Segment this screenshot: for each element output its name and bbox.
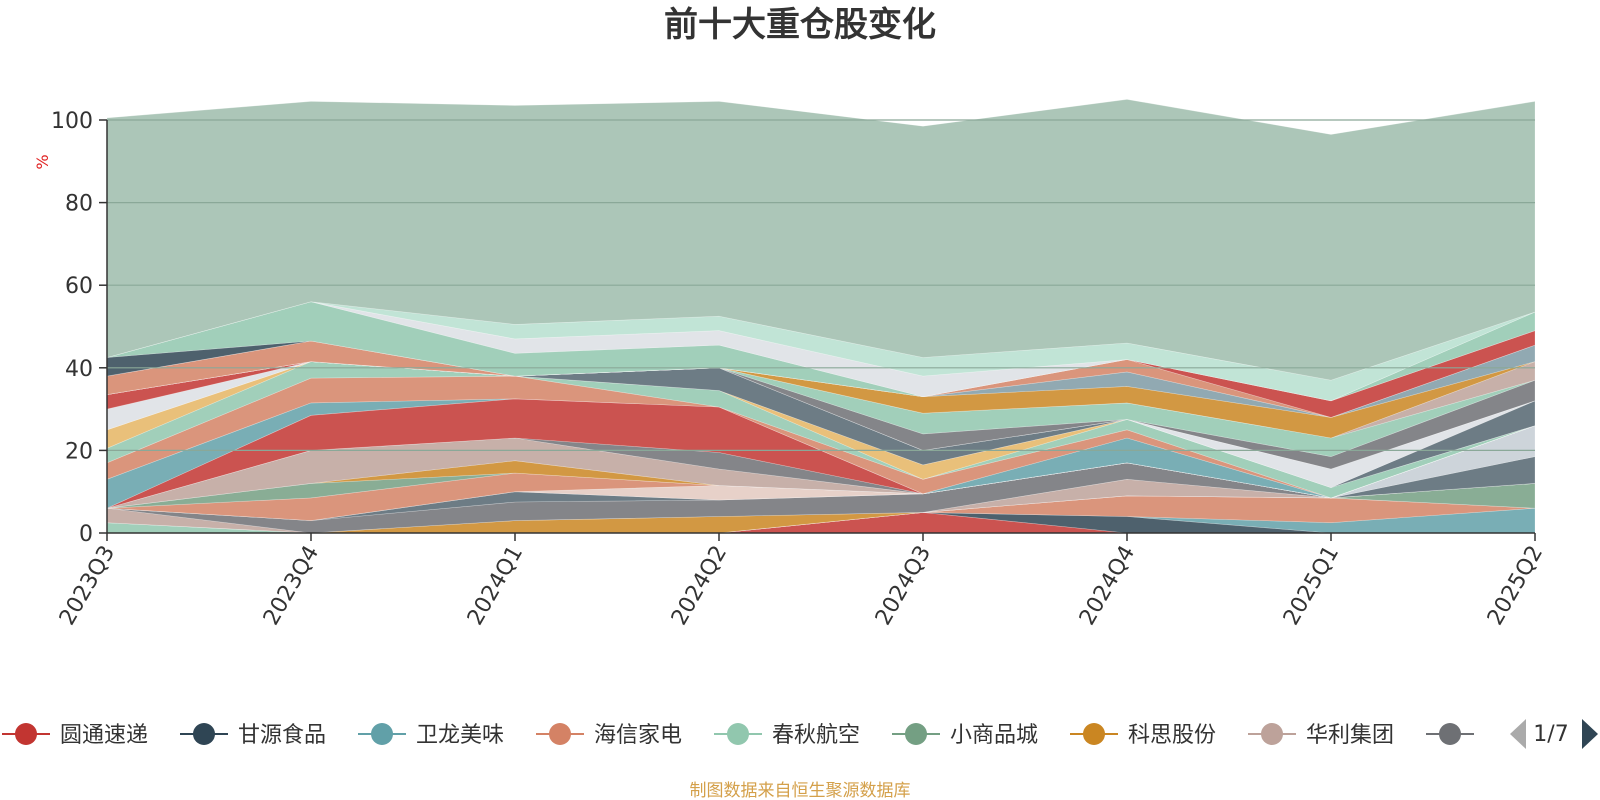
legend-label: 卫龙美味: [416, 723, 504, 748]
axes: [106, 120, 1535, 534]
y-axis-ticks: 0 20 40 60 80 100: [51, 109, 107, 547]
legend-marker: [905, 723, 927, 745]
legend-item[interactable]: 科思股份: [1070, 723, 1216, 748]
area-series-23: [106, 361, 1536, 488]
y-tick-label: 80: [65, 192, 93, 217]
x-tick-label: 2023Q4: [259, 542, 324, 630]
legend-pager[interactable]: 1/7: [1510, 719, 1598, 749]
legend-marker: [193, 723, 215, 745]
area-series-32: [106, 330, 1536, 418]
legend-item[interactable]: 圆通速递: [2, 723, 148, 748]
legend-marker: [15, 723, 37, 745]
legend-item[interactable]: 春秋航空: [714, 723, 860, 748]
legend-label: 甘源食品: [238, 723, 326, 748]
legend-item[interactable]: 卫龙美味: [358, 723, 504, 748]
x-tick-label: 2024Q3: [871, 542, 936, 630]
legend-item[interactable]: [1426, 723, 1474, 745]
legend[interactable]: 圆通速递 甘源食品 卫龙美味 海信家电 春秋航空 小商品城 科思股份 华利集团: [2, 723, 1474, 748]
chart-title: 前十大重仓股变化: [664, 5, 936, 45]
legend-label: 小商品城: [950, 723, 1038, 748]
area-series-34: [106, 301, 1536, 402]
legend-label: 华利集团: [1306, 723, 1394, 748]
legend-item[interactable]: 海信家电: [536, 723, 682, 748]
legend-marker: [1261, 723, 1283, 745]
legend-label: 圆通速递: [60, 723, 148, 748]
area-series-30: [106, 344, 1536, 418]
legend-item[interactable]: 小商品城: [892, 723, 1038, 748]
area-series-28: [106, 361, 1536, 439]
triangle-right-icon[interactable]: [1582, 719, 1598, 749]
x-tick-label: 2025Q2: [1483, 542, 1548, 630]
y-tick-label: 20: [65, 439, 93, 464]
area-series-26: [106, 361, 1536, 470]
x-tick-label: 2023Q3: [55, 542, 120, 630]
legend-marker: [727, 723, 749, 745]
legend-marker: [1083, 723, 1105, 745]
legend-marker: [549, 723, 571, 745]
data-source-note: 制图数据来自恒生聚源数据库: [690, 781, 911, 800]
y-axis-unit: %: [33, 154, 52, 169]
legend-label: 春秋航空: [772, 723, 860, 748]
x-axis-ticks: 2023Q3 2023Q4 2024Q1 2024Q2 2024Q3 2024Q4 2025…: [55, 533, 1548, 630]
x-tick-label: 2024Q2: [667, 542, 732, 630]
legend-item[interactable]: 甘源食品: [180, 723, 326, 748]
gridlines: [107, 119, 1535, 451]
legend-page-indicator: 1/7: [1533, 722, 1568, 747]
area-series-group: [106, 99, 1536, 534]
x-tick-label: 2024Q4: [1075, 542, 1140, 630]
legend-marker: [1439, 723, 1461, 745]
legend-label: 海信家电: [594, 723, 682, 748]
y-tick-label: 0: [79, 522, 93, 547]
x-tick-label: 2025Q1: [1279, 542, 1344, 630]
y-tick-label: 60: [65, 274, 93, 299]
area-series-37: [106, 99, 1536, 381]
x-tick-label: 2024Q1: [463, 542, 528, 630]
y-tick-label: 40: [65, 357, 93, 382]
legend-label: 科思股份: [1128, 723, 1216, 748]
legend-item[interactable]: 华利集团: [1248, 723, 1394, 748]
triangle-left-icon[interactable]: [1510, 719, 1526, 749]
y-tick-label: 100: [51, 109, 93, 134]
legend-marker: [371, 723, 393, 745]
